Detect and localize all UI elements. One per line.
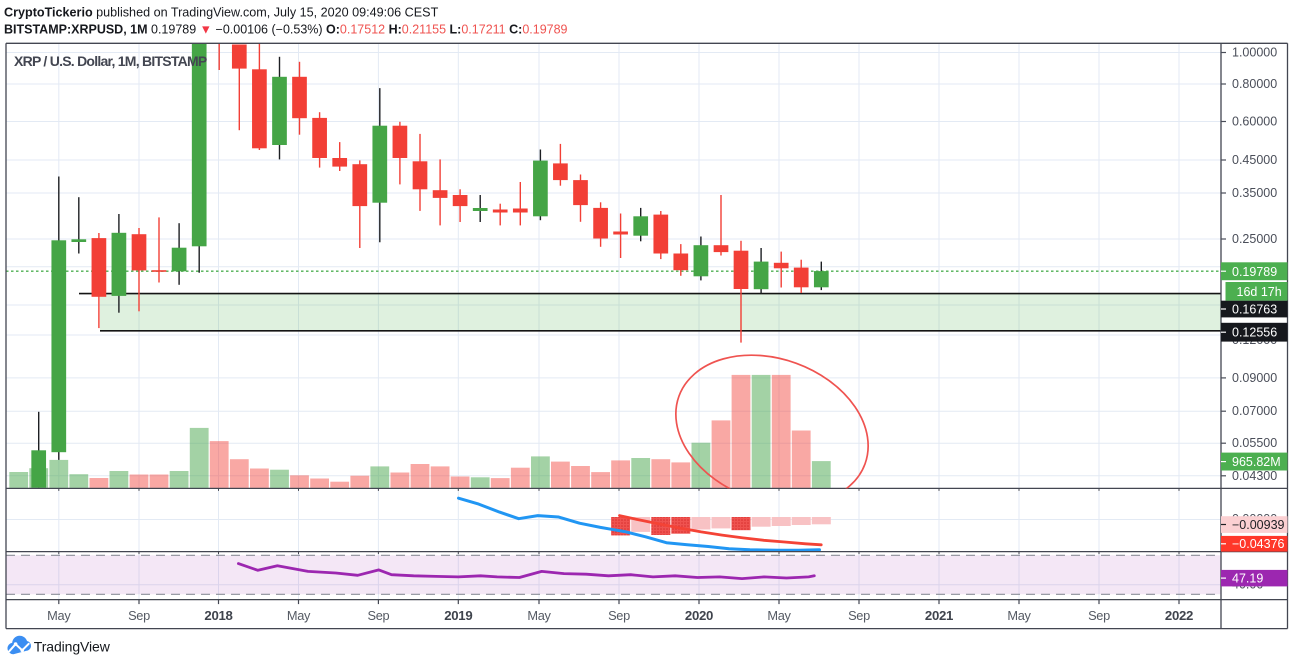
svg-text:0.25000: 0.25000 (1232, 232, 1277, 246)
svg-text:May: May (1007, 608, 1031, 623)
svg-text:0.80000: 0.80000 (1232, 77, 1277, 91)
svg-text:16d 17h: 16d 17h (1237, 285, 1282, 299)
svg-text:0.45000: 0.45000 (1232, 153, 1277, 167)
svg-text:2019: 2019 (444, 608, 472, 623)
svg-text:May: May (287, 608, 311, 623)
svg-text:0.35000: 0.35000 (1232, 186, 1277, 200)
svg-text:CryptoTickerio published on Tr: CryptoTickerio published on TradingView.… (4, 6, 439, 20)
svg-text:May: May (767, 608, 791, 623)
svg-text:0.60000: 0.60000 (1232, 115, 1277, 129)
svg-text:May: May (527, 608, 551, 623)
svg-text:0.19789: 0.19789 (1232, 265, 1277, 279)
svg-text:965.82M: 965.82M (1232, 455, 1281, 469)
svg-text:0.05500: 0.05500 (1232, 436, 1277, 450)
svg-text:Sep: Sep (1088, 608, 1110, 623)
svg-text:2018: 2018 (204, 608, 232, 623)
svg-text:0.16763: 0.16763 (1232, 303, 1277, 317)
svg-text:0.07000: 0.07000 (1232, 404, 1277, 418)
svg-text:0.12556: 0.12556 (1232, 326, 1277, 340)
svg-text:TradingView: TradingView (34, 639, 111, 655)
svg-text:0.09000: 0.09000 (1232, 371, 1277, 385)
svg-text:2021: 2021 (925, 608, 953, 623)
svg-text:Sep: Sep (608, 608, 630, 623)
svg-text:47.19: 47.19 (1232, 572, 1263, 586)
svg-text:−0.04376: −0.04376 (1232, 537, 1285, 551)
svg-text:Sep: Sep (128, 608, 150, 623)
svg-text:0.04300: 0.04300 (1232, 469, 1277, 483)
svg-text:May: May (47, 608, 71, 623)
svg-text:2020: 2020 (685, 608, 713, 623)
svg-text:XRP / U.S. Dollar, 1M, BITSTAM: XRP / U.S. Dollar, 1M, BITSTAMP (14, 53, 207, 69)
svg-text:−0.00939: −0.00939 (1232, 518, 1285, 532)
svg-text:Sep: Sep (848, 608, 870, 623)
svg-text:2022: 2022 (1165, 608, 1193, 623)
svg-text:1.00000: 1.00000 (1232, 46, 1277, 60)
svg-text:Sep: Sep (367, 608, 389, 623)
svg-text:BITSTAMP:XRPUSD, 1M 0.19789 ▼: BITSTAMP:XRPUSD, 1M 0.19789 ▼ −0.00106 (… (4, 23, 568, 37)
